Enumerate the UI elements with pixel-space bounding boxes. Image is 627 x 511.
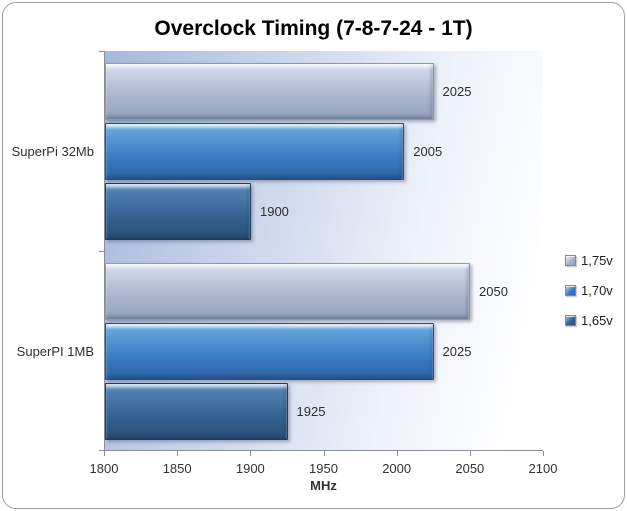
bar-value-label: 2025 (442, 84, 472, 99)
x-tick-label: 2100 (528, 461, 558, 476)
chart-title: Overclock Timing (7-8-7-24 - 1T) (154, 17, 473, 40)
legend-item: 1,75v (565, 252, 613, 268)
legend: 1,75v 1,70v 1,65v (565, 252, 613, 342)
x-axis-tick (250, 451, 252, 456)
legend-item: 1,70v (565, 282, 613, 298)
bar-1,65v (105, 383, 288, 440)
x-axis-title: MHz (310, 478, 337, 493)
category-axis-labels: SuperPi 32Mb SuperPI 1MB (3, 51, 98, 451)
category-group: 2050 2025 1925 (105, 251, 543, 451)
bar-1,70v (105, 123, 405, 180)
bar-value-label: 1925 (296, 404, 326, 419)
x-axis-tick (177, 451, 179, 456)
x-tick-label: 1900 (235, 461, 265, 476)
y-axis-tick (99, 251, 105, 252)
bar-1,75v (105, 263, 470, 320)
x-axis-tick (543, 451, 544, 456)
x-axis-tick (396, 451, 398, 456)
legend-label: 1,65v (581, 312, 613, 328)
bar-value-label: 1900 (259, 204, 289, 219)
category-label: SuperPI 1MB (16, 343, 94, 359)
bar-row: 2050 (105, 263, 543, 320)
x-tick-label: 2000 (382, 461, 412, 476)
x-tick-label: 1950 (309, 461, 338, 476)
bar-value-label: 2005 (413, 144, 443, 159)
x-axis-ticks: 1800 1850 1900 1950 2000 2050 2100 (90, 451, 557, 491)
bar-row: 2025 (105, 63, 543, 120)
legend-swatch-icon (565, 254, 576, 266)
bar-row: 2005 (105, 123, 543, 180)
legend-label: 1,70v (581, 282, 613, 298)
bar-1,75v (105, 63, 434, 120)
legend-swatch-icon (565, 314, 576, 326)
x-tick-label: 1800 (89, 461, 119, 476)
y-axis-tick (99, 450, 105, 451)
x-tick-label: 2050 (455, 461, 485, 476)
plot-area: 2025 2005 1900 2050 2025 1925 (99, 51, 543, 451)
bar-row: 2025 (105, 323, 543, 380)
bar-value-label: 2050 (479, 284, 508, 299)
bar-1,65v (105, 183, 251, 240)
legend-swatch-icon (565, 284, 576, 296)
legend-item: 1,65v (565, 312, 613, 328)
bar-row: 1925 (105, 383, 543, 440)
category-label: SuperPi 32Mb (11, 143, 94, 159)
bar-value-label: 2025 (442, 344, 472, 359)
x-axis-tick (469, 451, 471, 456)
x-axis-tick (104, 451, 105, 456)
x-axis-tick (323, 451, 325, 456)
category-group: 2025 2005 1900 (105, 51, 543, 251)
y-axis-tick (99, 51, 105, 52)
bar-1,70v (105, 323, 434, 380)
bar-row: 1900 (105, 183, 543, 240)
legend-label: 1,75v (581, 252, 613, 268)
x-tick-label: 1850 (162, 461, 192, 476)
